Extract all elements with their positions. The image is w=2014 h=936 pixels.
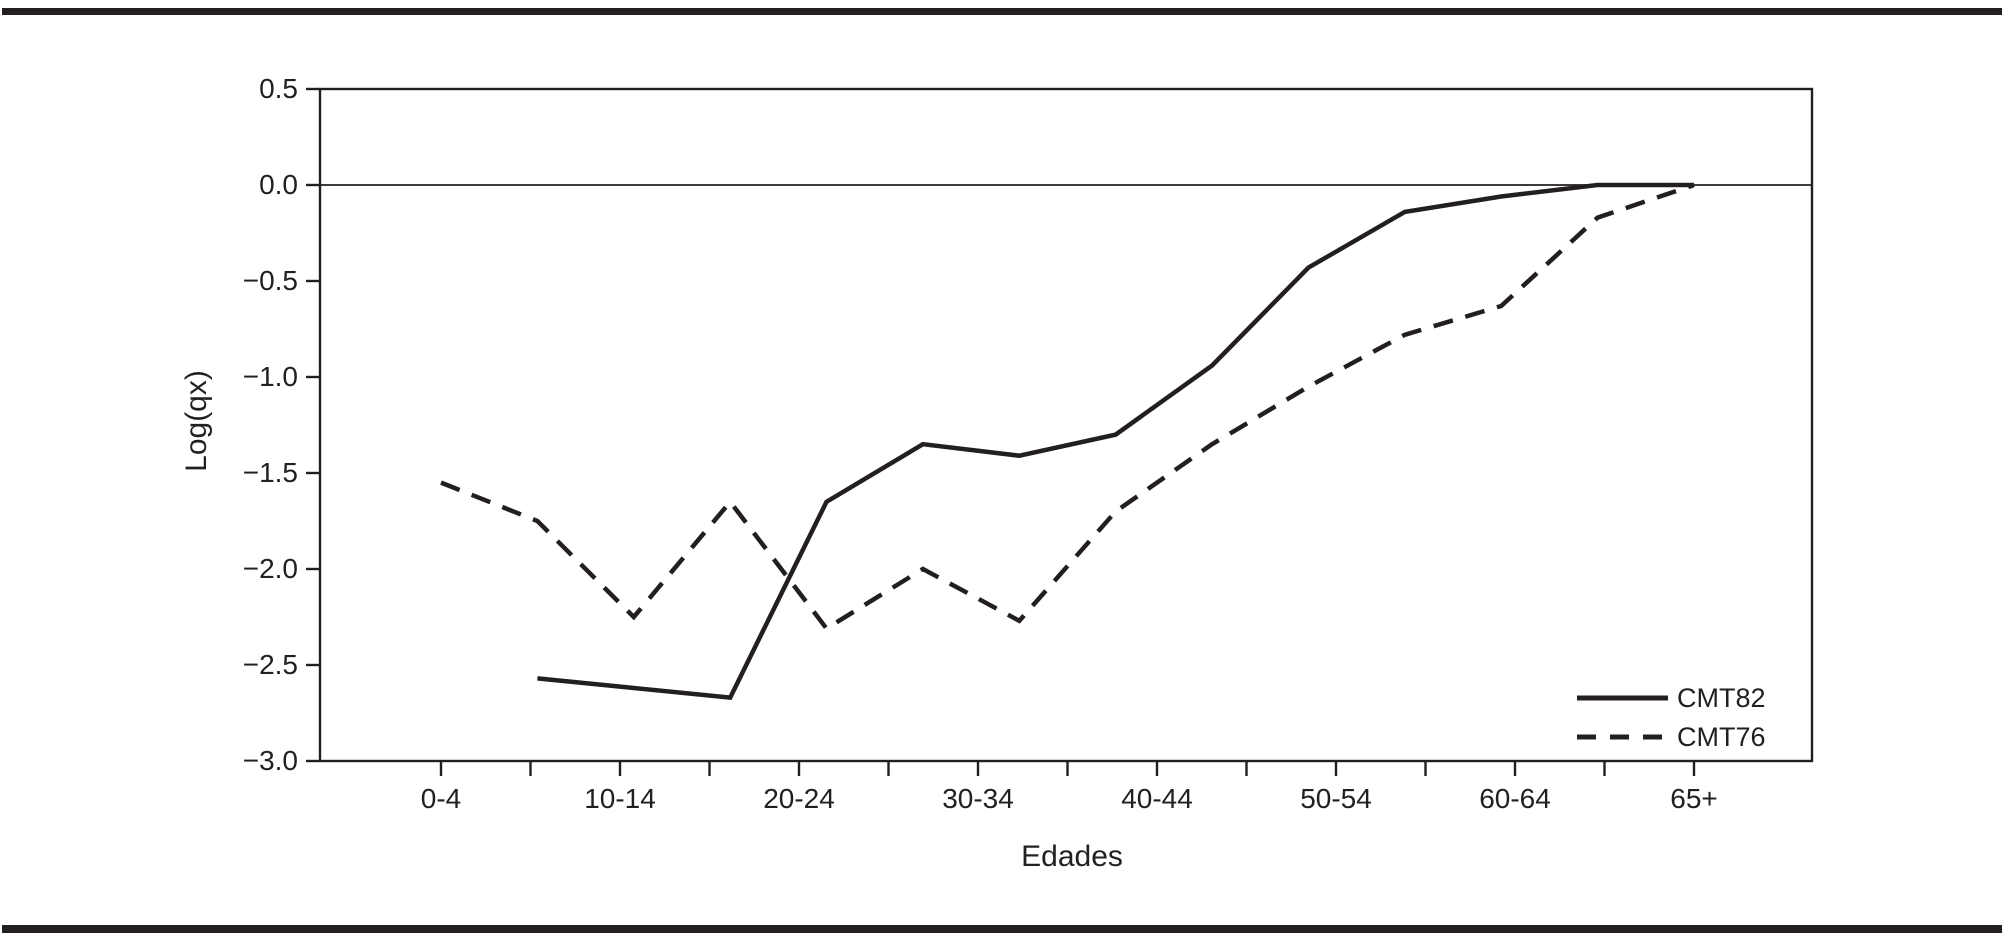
y-tick-label: 0.0 [259,169,298,200]
legend-label-cmt76: CMT76 [1677,722,1766,752]
y-tick-label: 0.5 [259,73,298,104]
x-tick-label: 60-64 [1479,783,1551,814]
y-tick-label: −3.0 [243,745,298,776]
x-axis-title: Edades [1021,840,1123,873]
series-cmt82-line [537,182,1694,700]
legend-label-cmt82: CMT82 [1677,683,1766,713]
x-tick-label: 50-54 [1300,783,1372,814]
y-tick-label: −2.5 [243,649,298,680]
x-tick-label: 10-14 [584,783,656,814]
x-tick-label: 40-44 [1121,783,1193,814]
y-tick-label: −1.0 [243,361,298,392]
y-tick-label: −1.5 [243,457,298,488]
y-axis-title: Log(qx) [180,370,213,472]
bottom-rule [2,925,2002,933]
y-tick-label: −0.5 [243,265,298,296]
y-tick-label: −2.0 [243,553,298,584]
chart-generated-layer [306,87,1696,776]
x-tick-label: 65+ [1670,783,1718,814]
x-tick-label: 20-24 [763,783,835,814]
plot-area-border [318,87,1814,763]
chart-legend: CMT82 CMT76 [1577,683,1766,752]
x-axis-tick-labels: 0-4 10-14 20-24 30-34 40-44 50-54 60-64 … [421,783,1718,814]
top-rule [2,8,2002,15]
x-tick-label: 0-4 [421,783,461,814]
series-cmt76-line [440,182,1695,632]
y-axis-tick-labels: 0.5 0.0 −0.5 −1.0 −1.5 −2.0 −2.5 −3.0 [243,73,298,776]
x-tick-label: 30-34 [942,783,1014,814]
